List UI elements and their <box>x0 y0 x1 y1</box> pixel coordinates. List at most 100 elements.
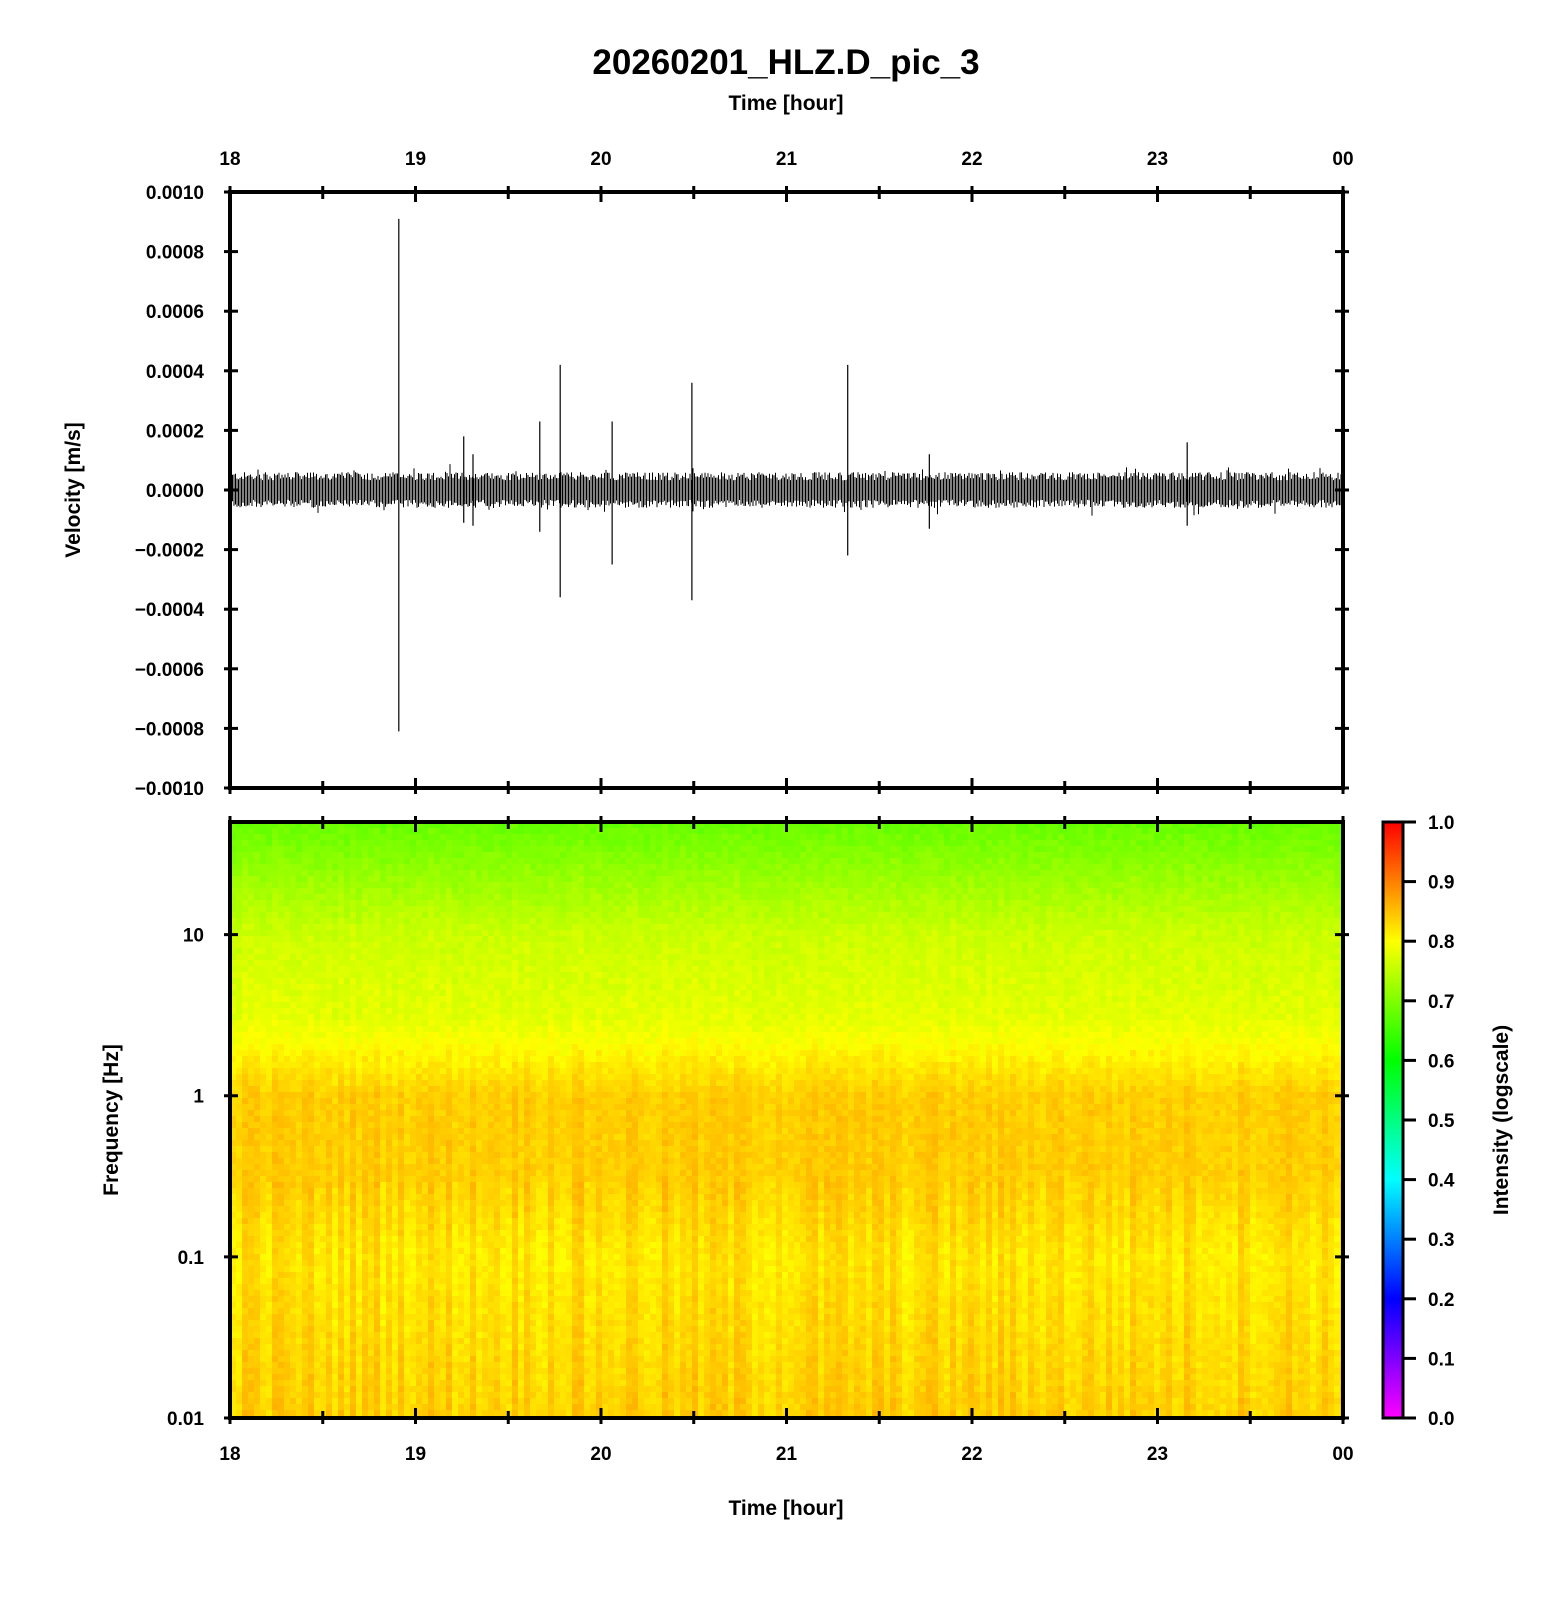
spectrogram-cell <box>368 834 375 841</box>
spectrogram-cell <box>1142 840 1149 847</box>
spectrogram-cell <box>1202 924 1209 931</box>
spectrogram-cell <box>608 828 615 835</box>
spectrogram-cell <box>230 846 237 853</box>
spectrogram-cell <box>746 870 753 877</box>
spectrogram-cell <box>494 840 501 847</box>
spectrogram-cell <box>1076 948 1083 955</box>
spectrogram-cell <box>476 942 483 949</box>
spectrogram-cell <box>296 924 303 931</box>
spectrogram-cell <box>944 924 951 931</box>
spectrogram-cell <box>860 846 867 853</box>
spectrogram-cell <box>410 858 417 865</box>
spectrogram-cell <box>446 870 453 877</box>
spectrogram-cell <box>878 840 885 847</box>
spectrogram-cell <box>932 918 939 925</box>
spectrogram-cell <box>314 822 321 829</box>
spectrogram-cell <box>746 852 753 859</box>
spectrogram-cell <box>320 912 327 919</box>
spectrogram-cell <box>1136 942 1143 949</box>
spectrogram-cell <box>254 972 261 979</box>
spectrogram-cell <box>800 912 807 919</box>
spectrogram-cell <box>500 888 507 895</box>
spectrogram-cell <box>272 936 279 943</box>
spectrogram-cell <box>518 858 525 865</box>
spectrogram-cell <box>602 858 609 865</box>
spectrogram-cell <box>494 882 501 889</box>
spectrogram-cell <box>1310 972 1317 979</box>
spectrogram-cell <box>740 972 747 979</box>
spectrogram-cell <box>920 888 927 895</box>
spectrogram-cell <box>1004 930 1011 937</box>
spectrogram-cell <box>626 894 633 901</box>
spectrogram-cell <box>386 978 393 985</box>
spectrogram-cell <box>1136 924 1143 931</box>
spectrogram-cell <box>752 918 759 925</box>
spectrogram-cell <box>1154 966 1161 973</box>
spectrogram-cell <box>1196 840 1203 847</box>
spectrogram-cell <box>896 942 903 949</box>
spectrogram-cell <box>554 870 561 877</box>
spectrogram-cell <box>734 846 741 853</box>
spectrogram-cell <box>1184 858 1191 865</box>
spectrogram-cell <box>542 912 549 919</box>
spectrogram-cell <box>620 960 627 967</box>
spectrogram-cell <box>674 888 681 895</box>
spectrogram-cell <box>1010 972 1017 979</box>
spectrogram-cell <box>710 846 717 853</box>
spectrogram-cell <box>1166 870 1173 877</box>
spectrogram-cell <box>800 924 807 931</box>
spectrogram-cell <box>782 888 789 895</box>
spectrogram-cell <box>326 846 333 853</box>
spectrogram-cell <box>416 870 423 877</box>
spectrogram-cell <box>908 930 915 937</box>
spectrogram-cell <box>872 906 879 913</box>
spectrogram-cell <box>1028 924 1035 931</box>
spectrogram-cell <box>932 924 939 931</box>
spectrogram-cell <box>536 942 543 949</box>
spectrogram-cell <box>968 876 975 883</box>
spectrogram-cell <box>476 822 483 829</box>
spectrogram-cell <box>464 972 471 979</box>
spectrogram-cell <box>764 858 771 865</box>
spectrogram-cell <box>608 882 615 889</box>
spectrogram-cell <box>656 948 663 955</box>
spectrogram-cell <box>650 924 657 931</box>
spectrogram-cell <box>818 840 825 847</box>
spectrogram-cell <box>824 972 831 979</box>
spectrogram-cell <box>1076 924 1083 931</box>
spectrogram-cell <box>866 828 873 835</box>
spectrogram-cell <box>410 882 417 889</box>
spectrogram-cell <box>536 954 543 961</box>
spectrogram-cell <box>290 852 297 859</box>
spectrogram-cell <box>1328 918 1335 925</box>
spectrogram-cell <box>788 870 795 877</box>
spectrogram-cell <box>650 954 657 961</box>
spectrogram-cell <box>848 858 855 865</box>
spectrogram-cell <box>1118 840 1125 847</box>
spectrogram-cell <box>1160 894 1167 901</box>
spectrogram-cell <box>1100 858 1107 865</box>
spectrogram-cell <box>1022 918 1029 925</box>
spectrogram-cell <box>452 978 459 985</box>
spectrogram-cell <box>1274 912 1281 919</box>
spectrogram-cell <box>620 912 627 919</box>
spectrogram-cell <box>926 822 933 829</box>
spectrogram-cell <box>764 948 771 955</box>
spectrogram-cell <box>338 822 345 829</box>
spectrogram-cell <box>278 978 285 985</box>
spectrogram-cell <box>242 894 249 901</box>
spectrogram-cell <box>464 912 471 919</box>
spectrogram-cell <box>614 924 621 931</box>
spectrogram-cell <box>338 900 345 907</box>
spectrogram-cell <box>434 822 441 829</box>
spectrogram-cell <box>1040 852 1047 859</box>
spectrogram-cell <box>260 918 267 925</box>
spectrogram-cell <box>1298 858 1305 865</box>
spectrogram-cell <box>464 858 471 865</box>
spectrogram-cell <box>1124 912 1131 919</box>
spectrogram-cell <box>1232 846 1239 853</box>
spectrogram-cell <box>920 894 927 901</box>
spectrogram-cell <box>506 882 513 889</box>
spectrogram-cell <box>1280 894 1287 901</box>
spectrogram-cell <box>1082 876 1089 883</box>
